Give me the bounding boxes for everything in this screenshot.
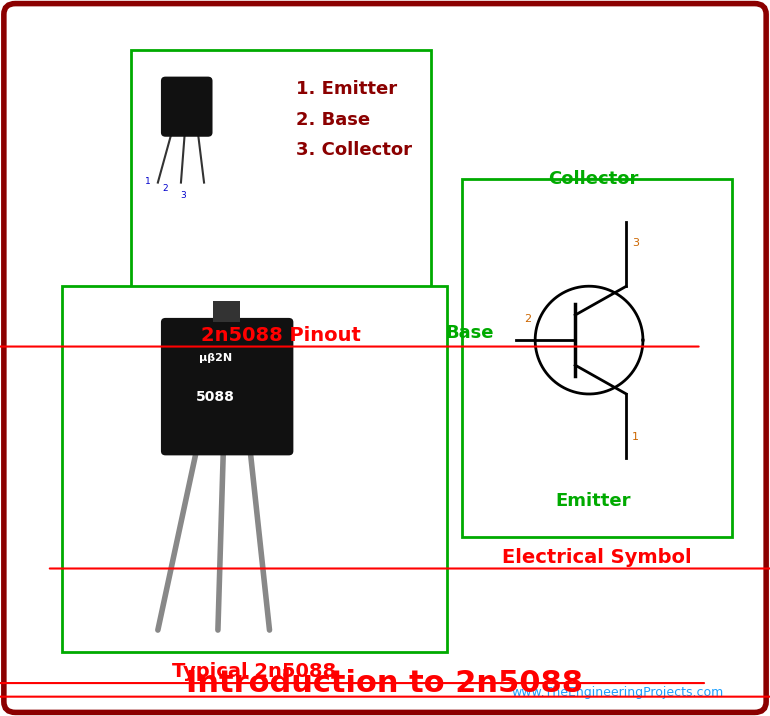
Text: 1. Emitter: 1. Emitter: [296, 80, 397, 99]
FancyBboxPatch shape: [161, 318, 293, 455]
Text: 2: 2: [524, 314, 531, 324]
Text: 5088: 5088: [196, 390, 235, 404]
FancyBboxPatch shape: [161, 77, 213, 137]
Text: Base: Base: [446, 324, 494, 342]
Text: 2: 2: [162, 184, 169, 193]
Text: Electrical Symbol: Electrical Symbol: [502, 548, 691, 566]
Text: Typical 2n5088: Typical 2n5088: [172, 662, 336, 681]
FancyBboxPatch shape: [213, 301, 240, 322]
FancyBboxPatch shape: [62, 286, 447, 652]
Text: μβ2N: μβ2N: [199, 353, 233, 363]
Text: 3. Collector: 3. Collector: [296, 140, 413, 159]
Text: 3: 3: [180, 191, 186, 200]
Text: Emitter: Emitter: [555, 492, 631, 511]
Text: www.TheEngineeringProjects.com: www.TheEngineeringProjects.com: [511, 686, 724, 699]
FancyBboxPatch shape: [462, 179, 732, 537]
FancyBboxPatch shape: [4, 4, 766, 712]
FancyBboxPatch shape: [131, 50, 431, 315]
Text: 2n5088 Pinout: 2n5088 Pinout: [201, 326, 361, 344]
Text: Collector: Collector: [547, 170, 638, 188]
Text: 2. Base: 2. Base: [296, 110, 370, 129]
Text: 1: 1: [145, 177, 151, 186]
Text: Introduction to 2n5088: Introduction to 2n5088: [186, 669, 584, 698]
Text: 1: 1: [631, 432, 639, 442]
Text: 3: 3: [631, 238, 639, 248]
